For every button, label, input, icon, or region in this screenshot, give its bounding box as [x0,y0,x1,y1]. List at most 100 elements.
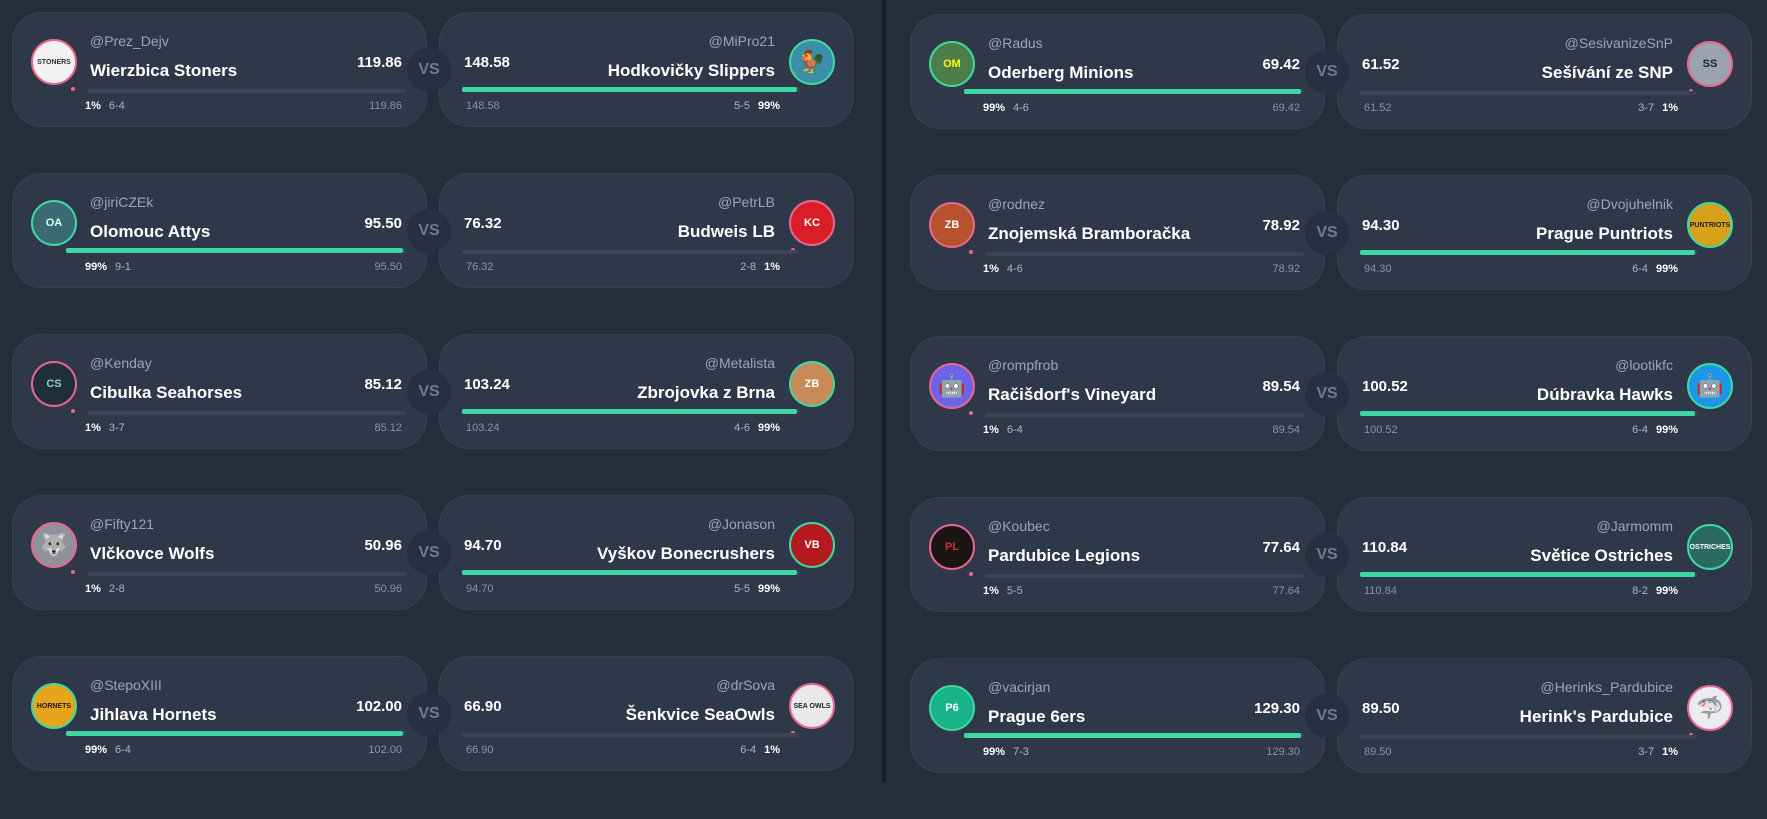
owner-username[interactable]: @Fifty121 [90,516,155,532]
team-logo-glyph: P6 [945,702,959,714]
team-name[interactable]: Jihlava Hornets [90,705,217,724]
owner-username[interactable]: @jiriCZEk [90,194,154,210]
team-logo-avatar[interactable]: PUNTRIOTS [1687,202,1733,248]
team-name[interactable]: Prague 6ers [988,707,1086,726]
away-team-card[interactable]: OSTRICHES @Jarmomm Světice Ostriches 110… [1337,497,1752,612]
win-probability-bar [462,250,799,254]
win-probability-bar [87,89,406,93]
home-team-card[interactable]: OA @jiriCZEk Olomouc Attys 95.50 99% 9-1 … [12,173,427,288]
team-logo-avatar[interactable]: ZB [789,361,835,407]
win-probability: 99% [983,102,1006,114]
projected-points: 148.58 [466,100,500,112]
away-team-card[interactable]: PUNTRIOTS @Dvojuhelnik Prague Puntriots … [1337,175,1752,290]
team-logo-avatar[interactable]: KC [789,200,835,246]
team-name[interactable]: Sešívání ze SNP [1541,63,1673,82]
away-team-card[interactable]: KC @PetrLB Budweis LB 76.32 2-8 1% 76.32 [439,173,854,288]
home-team-card[interactable]: HORNETS @StepoXIII Jihlava Hornets 102.0… [12,656,427,771]
home-team-card[interactable]: P6 @vacirjan Prague 6ers 129.30 99% 7-3 1… [910,658,1325,773]
team-logo-avatar[interactable]: OSTRICHES [1687,524,1733,570]
projected-points: 102.00 [368,744,402,756]
win-probability-bar [985,252,1304,256]
team-logo-avatar[interactable]: SS [1687,41,1733,87]
team-name[interactable]: Pardubice Legions [988,546,1141,565]
owner-username[interactable]: @Radus [988,35,1043,51]
home-team-card[interactable]: OM @Radus Oderberg Minions 69.42 99% 4-6 … [910,14,1325,129]
team-name[interactable]: Račišdorf's Vineyard [988,385,1157,404]
home-team-card[interactable]: ZB @rodnez Znojemská Bramboračka 78.92 1… [910,175,1325,290]
win-probability-fill [1360,411,1695,416]
win-probability: 1% [983,263,999,275]
away-team-card[interactable]: VB @Jonason Vyškov Bonecrushers 94.70 5-… [439,495,854,610]
team-name[interactable]: Olomouc Attys [90,222,211,241]
status-dot-icon [969,411,973,415]
owner-username[interactable]: @Dvojuhelnik [1586,196,1673,212]
owner-username[interactable]: @Kenday [90,355,152,371]
team-name[interactable]: Vyškov Bonecrushers [597,544,775,563]
team-logo-avatar[interactable]: ZB [929,202,975,248]
owner-username[interactable]: @lootikfc [1615,357,1673,373]
team-logo-avatar[interactable]: 🐓 [789,39,835,85]
team-logo-avatar[interactable]: SEA OWLS [789,683,835,729]
owner-username[interactable]: @StepoXIII [90,677,162,693]
owner-username[interactable]: @Jonason [707,516,775,532]
away-team-card[interactable]: SEA OWLS @drSova Šenkvice SeaOwls 66.90 … [439,656,854,771]
home-team-card[interactable]: STONERS @Prez_Dejv Wierzbica Stoners 119… [12,12,427,127]
away-team-card[interactable]: 🦈 @Herinks_Pardubice Herink's Pardubice … [1337,658,1752,773]
team-meta: 1% 4-6 [983,263,1031,275]
owner-username[interactable]: @Metalista [704,355,775,371]
owner-username[interactable]: @rodnez [988,196,1046,212]
away-team-card[interactable]: 🤖 @lootikfc Dúbravka Hawks 100.52 6-4 99%… [1337,336,1752,451]
owner-username[interactable]: @PetrLB [717,194,775,210]
team-logo-avatar[interactable]: PL [929,524,975,570]
home-team-card[interactable]: 🤖 @rompfrob Račišdorf's Vineyard 89.54 1… [910,336,1325,451]
team-name[interactable]: Vlčkovce Wolfs [90,544,215,563]
team-record: 7-3 [1013,746,1029,758]
win-probability: 1% [1662,746,1678,758]
team-name[interactable]: Budweis LB [677,222,775,241]
team-name[interactable]: Zbrojovka z Brna [637,383,775,402]
team-logo-avatar[interactable]: 🐺 [31,522,77,568]
team-name[interactable]: Herink's Pardubice [1519,707,1673,726]
owner-username[interactable]: @drSova [716,677,775,693]
team-logo-avatar[interactable]: P6 [929,685,975,731]
team-logo-avatar[interactable]: HORNETS [31,683,77,729]
team-logo-glyph: ZB [804,378,820,390]
team-name[interactable]: Šenkvice SeaOwls [625,705,775,724]
owner-username[interactable]: @Koubec [988,518,1050,534]
team-name[interactable]: Prague Puntriots [1536,224,1673,243]
team-logo-avatar[interactable]: CS [31,361,77,407]
win-probability-bar [66,248,406,253]
owner-username[interactable]: @vacirjan [988,679,1051,695]
team-name[interactable]: Znojemská Bramboračka [988,224,1191,243]
team-logo-glyph: SEA OWLS [793,702,831,710]
team-logo-avatar[interactable]: OA [31,200,77,246]
owner-username[interactable]: @MiPro21 [708,33,775,49]
away-team-card[interactable]: SS @SesivanizeSnP Sešívání ze SNP 61.52 … [1337,14,1752,129]
owner-username[interactable]: @SesivanizeSnP [1564,35,1673,51]
team-logo-avatar[interactable]: 🦈 [1687,685,1733,731]
team-name[interactable]: Wierzbica Stoners [90,61,238,80]
owner-username[interactable]: @rompfrob [988,357,1059,373]
away-team-card[interactable]: 🐓 @MiPro21 Hodkovičky Slippers 148.58 5-… [439,12,854,127]
team-name[interactable]: Hodkovičky Slippers [607,61,775,80]
team-logo-avatar[interactable]: 🤖 [1687,363,1733,409]
win-probability: 1% [1662,102,1678,114]
team-name[interactable]: Cibulka Seahorses [90,383,243,402]
team-name[interactable]: Světice Ostriches [1530,546,1673,565]
team-score: 102.00 [356,698,402,715]
status-dot-icon [71,570,75,574]
owner-username[interactable]: @Jarmomm [1596,518,1673,534]
home-team-card[interactable]: PL @Koubec Pardubice Legions 77.64 1% 5-5… [910,497,1325,612]
team-logo-avatar[interactable]: STONERS [31,39,77,85]
away-team-card[interactable]: ZB @Metalista Zbrojovka z Brna 103.24 4-… [439,334,854,449]
owner-username[interactable]: @Prez_Dejv [90,33,169,49]
team-logo-avatar[interactable]: VB [789,522,835,568]
team-logo-avatar[interactable]: OM [929,41,975,87]
owner-username[interactable]: @Herinks_Pardubice [1540,679,1674,695]
team-logo-avatar[interactable]: 🤖 [929,363,975,409]
team-name[interactable]: Dúbravka Hawks [1536,385,1673,404]
projected-points: 95.50 [374,261,402,273]
home-team-card[interactable]: CS @Kenday Cibulka Seahorses 85.12 1% 3-7… [12,334,427,449]
team-name[interactable]: Oderberg Minions [988,63,1134,82]
home-team-card[interactable]: 🐺 @Fifty121 Vlčkovce Wolfs 50.96 1% 2-8 5… [12,495,427,610]
